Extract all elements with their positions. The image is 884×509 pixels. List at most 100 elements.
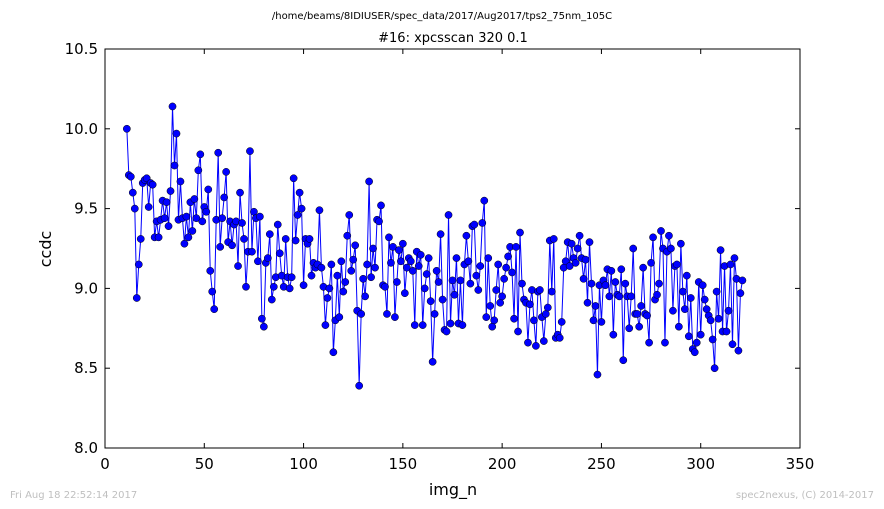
data-point [675, 322, 683, 331]
data-point [587, 279, 596, 288]
data-point [281, 235, 290, 243]
data-point [722, 327, 731, 336]
data-point [359, 274, 367, 283]
data-point [210, 305, 219, 313]
y-tick-label-1: 8.5 [74, 359, 98, 377]
data-point [547, 287, 556, 296]
data-point [571, 259, 580, 267]
data-point [168, 102, 177, 111]
data-point [444, 211, 453, 219]
data-point [351, 241, 360, 250]
footer-credit: spec2nexus, (C) 2014-2017 [736, 490, 874, 501]
data-point [436, 230, 445, 238]
data-point [305, 235, 314, 243]
chart-title: #16: xpcsscan 320 0.1 [378, 31, 528, 46]
data-point [148, 180, 157, 189]
data-point [669, 306, 677, 315]
data-point [371, 263, 379, 272]
data-point [458, 321, 467, 329]
data-point [706, 316, 715, 325]
data-point [730, 254, 739, 262]
data-point [686, 294, 695, 302]
data-point [315, 206, 324, 215]
data-point [347, 266, 356, 275]
data-point [647, 259, 655, 267]
data-point [416, 251, 425, 259]
data-point [130, 204, 139, 213]
data-point [399, 239, 407, 248]
data-point [345, 211, 354, 219]
data-point [678, 287, 687, 296]
data-point [202, 207, 211, 216]
x-tick-label-5: 250 [587, 455, 616, 473]
data-point [692, 338, 701, 347]
data-point [144, 203, 153, 211]
data-point [673, 260, 681, 269]
data-point [335, 313, 344, 321]
data-point [291, 236, 300, 245]
data-point [643, 311, 651, 320]
x-tick-label-7: 350 [786, 455, 815, 473]
data-point [128, 188, 137, 197]
data-point [541, 310, 550, 318]
data-point [446, 319, 455, 328]
plot-frame [104, 48, 801, 449]
data-point [234, 262, 242, 270]
data-point [607, 266, 616, 275]
data-point [387, 259, 395, 267]
x-tick-label-1: 50 [195, 455, 214, 473]
x-tick-label-0: 0 [100, 455, 110, 473]
data-point [432, 266, 441, 275]
data-point [539, 337, 548, 345]
data-point [408, 266, 417, 275]
data-point [482, 313, 491, 321]
data-point [389, 243, 397, 251]
data-point [690, 348, 699, 357]
data-point [430, 310, 439, 318]
data-point [402, 263, 411, 272]
data-point [712, 287, 721, 296]
data-point [208, 287, 217, 296]
data-point [218, 214, 227, 223]
data-point [700, 295, 709, 304]
y-tick-label-3: 9.5 [74, 200, 98, 218]
data-point [377, 201, 385, 210]
data-point [625, 324, 634, 333]
data-point [661, 338, 669, 347]
data-point [474, 286, 483, 294]
data-point [667, 244, 675, 253]
data-point [585, 238, 594, 246]
data-point [172, 129, 181, 138]
data-point [250, 207, 258, 216]
data-point [273, 220, 282, 229]
data-point [136, 235, 145, 243]
data-point [510, 314, 518, 323]
data-point [254, 257, 262, 266]
data-point [492, 286, 501, 294]
data-point [536, 286, 544, 294]
data-point [391, 313, 399, 321]
data-point [428, 357, 437, 366]
data-point [726, 260, 735, 269]
data-point [323, 294, 332, 302]
data-point [132, 294, 141, 302]
data-point [555, 334, 564, 342]
data-point [355, 381, 364, 390]
data-point [192, 214, 201, 223]
data-point [275, 249, 284, 258]
data-point [530, 316, 538, 325]
x-tick-label-6: 300 [686, 455, 715, 473]
data-point [601, 281, 610, 290]
data-point [406, 257, 415, 266]
ticks-layer: 0 50 100 150 200 250 300 350 8.0 8.5 9.0 9.5 10.0 10.… [65, 40, 815, 473]
data-point [369, 244, 377, 253]
data-point [397, 257, 405, 266]
data-point [182, 212, 191, 221]
data-point [410, 321, 419, 329]
data-point [682, 271, 691, 280]
data-point [579, 274, 588, 283]
data-point [333, 271, 342, 280]
data-point [466, 279, 475, 288]
data-point [593, 370, 602, 379]
data-point [134, 260, 143, 269]
